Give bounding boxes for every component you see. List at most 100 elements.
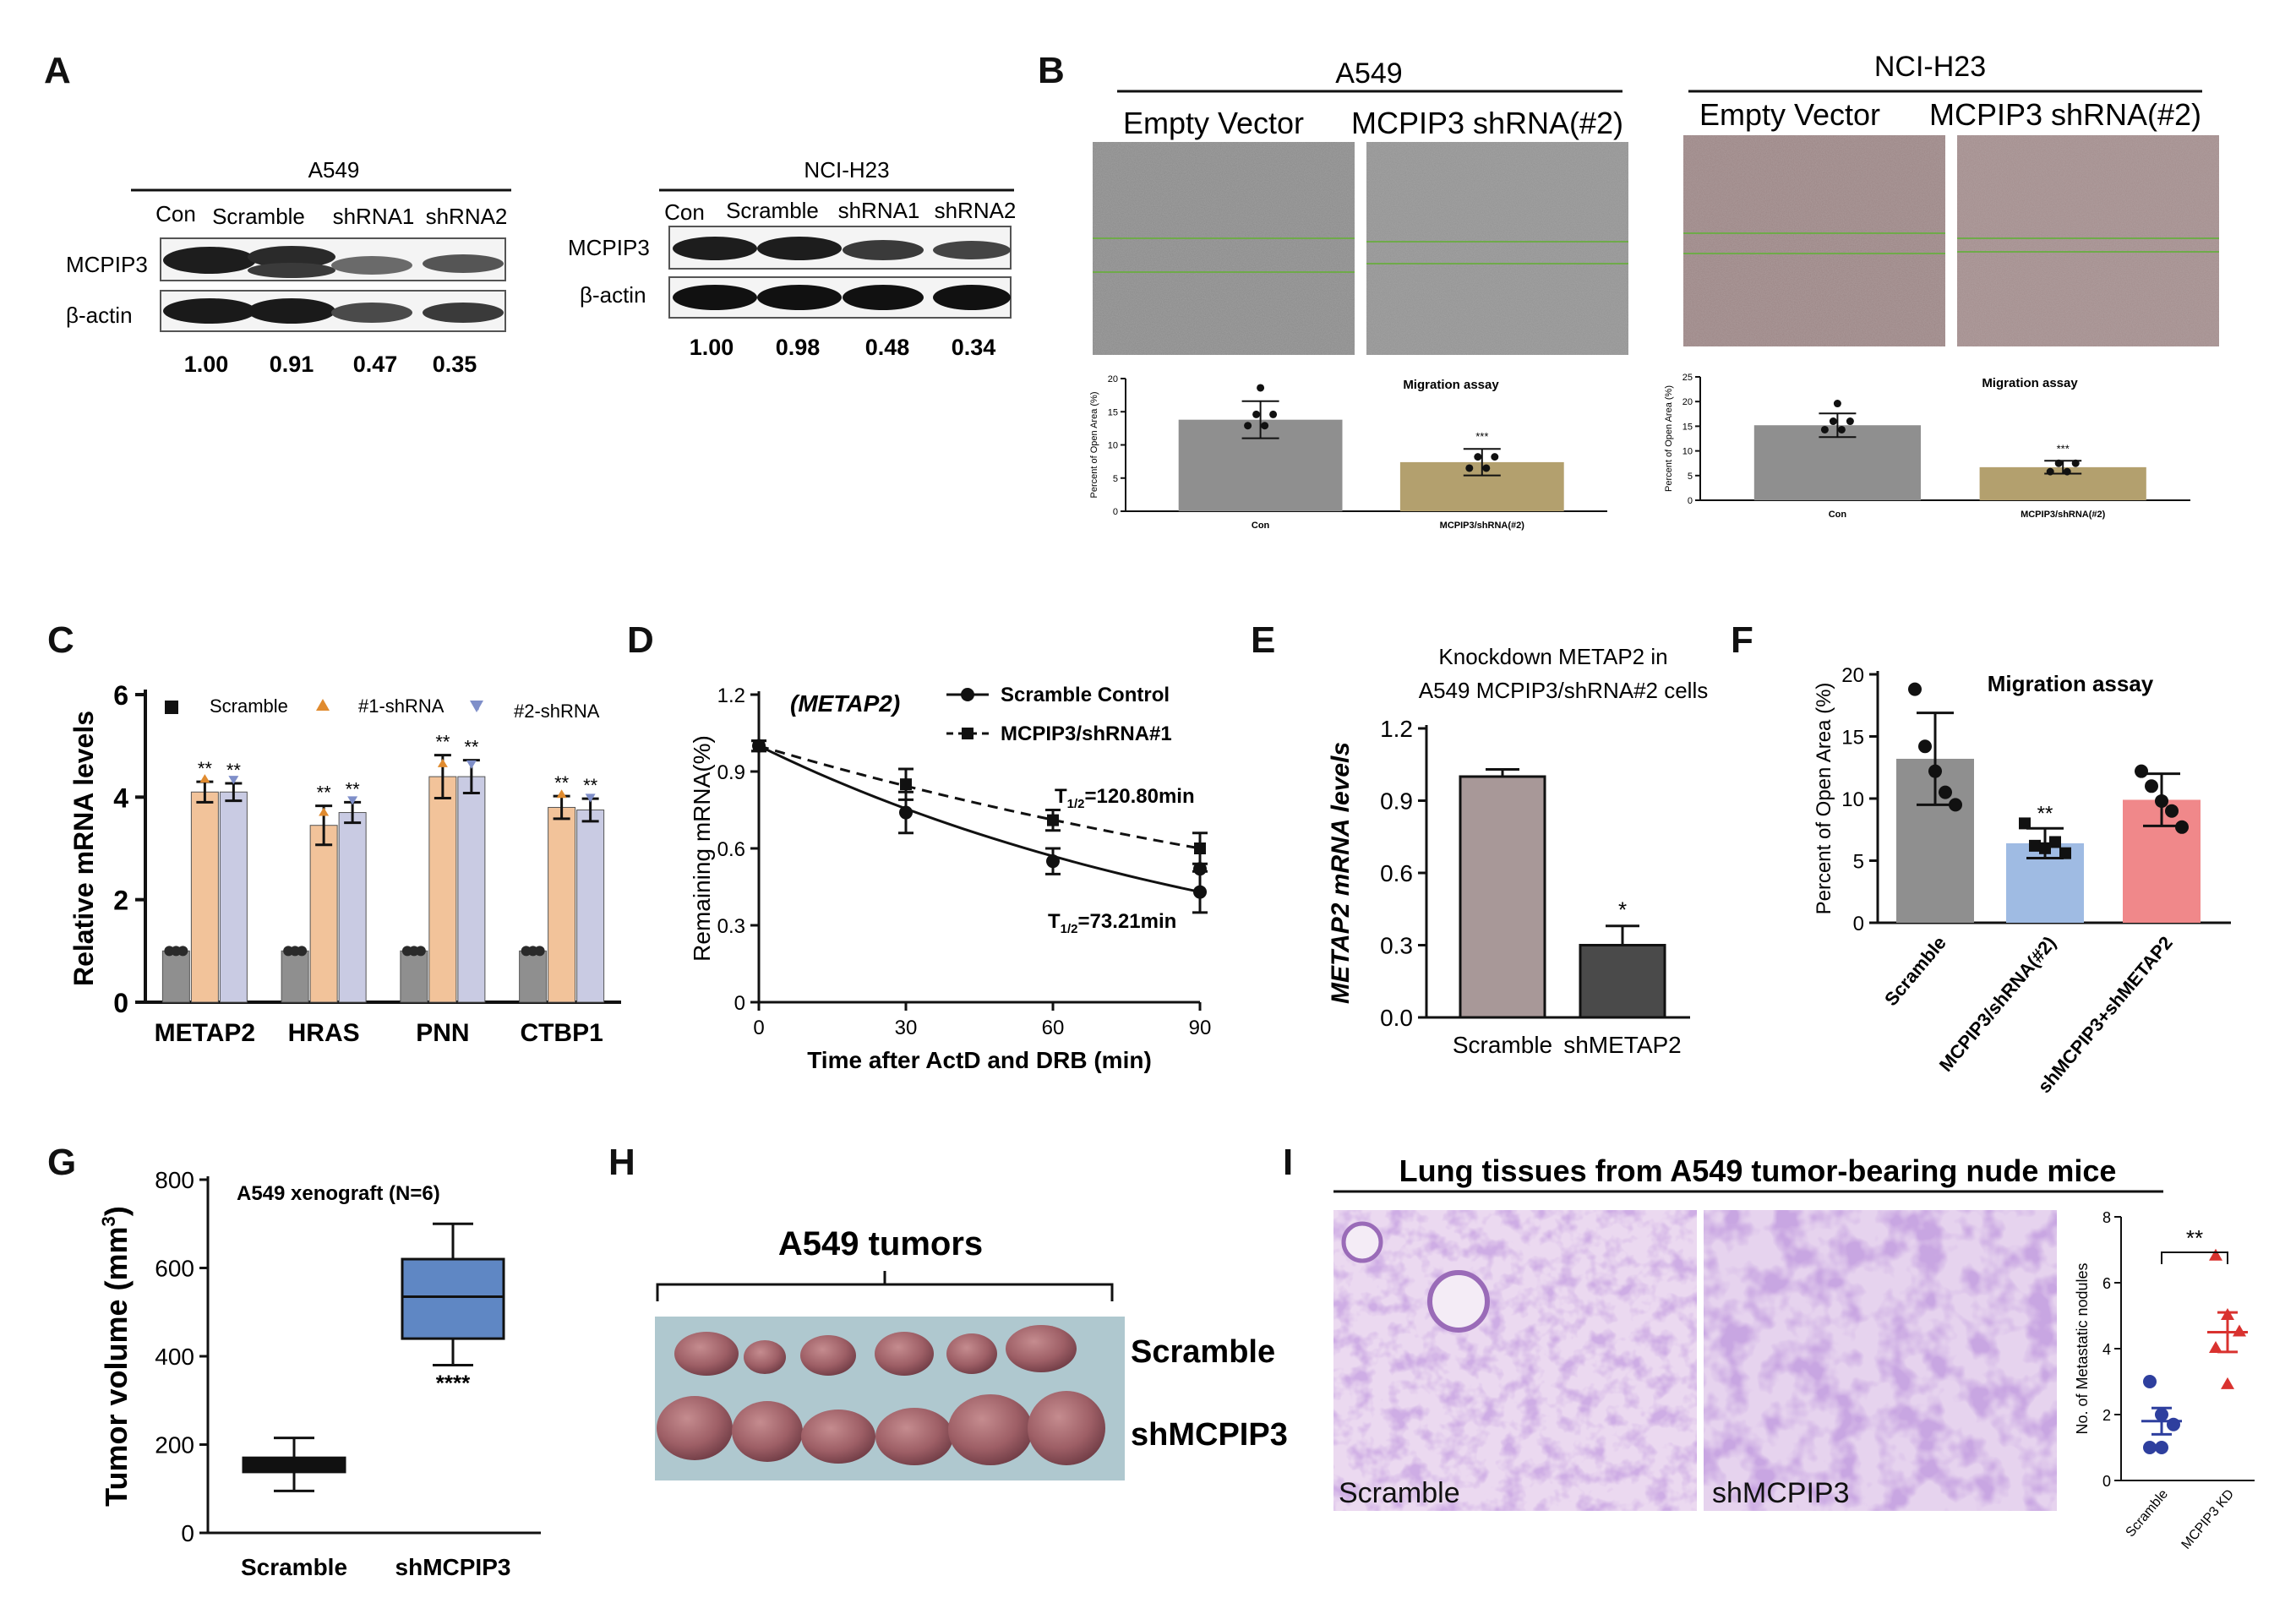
blot2-lane-label: Con bbox=[664, 199, 705, 225]
data-point bbox=[2029, 839, 2041, 852]
b-right-scratch-image-empty-vector bbox=[1683, 135, 1945, 346]
data-point bbox=[1908, 682, 1922, 696]
bar bbox=[457, 776, 486, 1003]
blot1-values: 1.00 0.91 0.47 0.35 bbox=[184, 352, 477, 377]
data-point-shrna bbox=[1047, 814, 1059, 826]
y-tick-label: 25 bbox=[1682, 373, 1693, 383]
x-tick-label: MCPIP3/shRNA(#2) bbox=[2021, 510, 2106, 520]
y-axis-label: Remaining mRNA(%) bbox=[689, 735, 715, 962]
panel-letter-g: G bbox=[47, 1142, 76, 1183]
data-point bbox=[1846, 417, 1854, 426]
b-right-migration-chart: 0 5 10 15 20 25 Percent of Open Area (%) Migrat… bbox=[1664, 373, 2190, 520]
data-point bbox=[2167, 1417, 2180, 1431]
data-point bbox=[1482, 464, 1491, 472]
blot2-lane-labels: Con Scramble shRNA1 shRNA2 bbox=[664, 198, 1016, 225]
y-tick-label: 0.9 bbox=[717, 761, 745, 784]
panel-c-chart: 0 2 4 6 Relative mRNA levels ** ** METAP2 ** ** HR… bbox=[68, 680, 621, 1047]
blot2-lane-label: shRNA1 bbox=[838, 198, 920, 223]
y-tick-label: 200 bbox=[155, 1432, 194, 1459]
data-point bbox=[1257, 384, 1265, 392]
blot1-lane-label: Con bbox=[155, 201, 196, 226]
blot1-lane-labels: Con Scramble shRNA1 shRNA2 bbox=[155, 201, 507, 229]
blot2-row-label: MCPIP3 bbox=[568, 235, 650, 260]
significance-label: * bbox=[1618, 897, 1627, 923]
data-point bbox=[1928, 764, 1942, 778]
x-axis-label: Time after ActD and DRB (min) bbox=[807, 1047, 1152, 1073]
x-tick-label: 60 bbox=[1042, 1017, 1065, 1039]
y-tick-label: 0.9 bbox=[1380, 788, 1413, 815]
x-tick-label: 90 bbox=[1189, 1017, 1212, 1039]
data-point bbox=[1474, 453, 1482, 461]
h-row-label: Scramble bbox=[1131, 1334, 1275, 1370]
b-right-scratch-image-shrna bbox=[1957, 135, 2219, 346]
bar bbox=[1579, 944, 1666, 1019]
bar bbox=[548, 806, 576, 1003]
blot1-lane-label: shRNA1 bbox=[333, 204, 415, 229]
legend-swatch bbox=[470, 701, 483, 712]
data-point bbox=[347, 796, 358, 805]
data-point-scramble bbox=[899, 805, 913, 820]
y-tick-label: 6 bbox=[113, 680, 128, 711]
x-tick-label: Scramble bbox=[241, 1554, 347, 1580]
data-point bbox=[2019, 817, 2031, 830]
data-point bbox=[2059, 847, 2071, 859]
data-point bbox=[199, 774, 210, 783]
data-point bbox=[2175, 820, 2189, 834]
y-tick-label: 15 bbox=[1108, 407, 1118, 417]
x-tick-label: Con bbox=[1829, 510, 1847, 520]
legend-label: #1-shRNA bbox=[358, 695, 444, 717]
panel-letter-h: H bbox=[608, 1142, 635, 1183]
data-point bbox=[2145, 779, 2158, 793]
y-tick-label: 800 bbox=[155, 1167, 194, 1193]
bar bbox=[309, 825, 338, 1003]
y-axis-label: No. of Metastatic nodules bbox=[2074, 1262, 2091, 1434]
h-tumor-photo bbox=[655, 1317, 1125, 1480]
x-tick-label: MCPIP3/shRNA(#2) bbox=[1440, 521, 1525, 531]
y-tick-label: 20 bbox=[1682, 397, 1693, 407]
x-tick-label: shMETAP2 bbox=[1563, 1032, 1682, 1058]
panel-i: Lung tissues from A549 tumor-bearing nud… bbox=[1333, 1153, 2255, 1552]
blot2-value: 1.00 bbox=[690, 335, 734, 360]
data-point bbox=[1829, 417, 1837, 426]
y-tick-label: 1.2 bbox=[1380, 716, 1413, 742]
blot1-row-label: β-actin bbox=[66, 303, 133, 328]
data-point bbox=[2165, 804, 2179, 818]
chart-title: (METAP2) bbox=[790, 690, 900, 717]
b-left-col-label: MCPIP3 shRNA(#2) bbox=[1351, 106, 1623, 140]
x-tick-label: PNN bbox=[416, 1019, 469, 1047]
blot1-value: 0.91 bbox=[270, 352, 314, 377]
data-point-shrna bbox=[753, 739, 765, 752]
x-tick-label: 30 bbox=[895, 1017, 918, 1039]
panel-letter-d: D bbox=[627, 619, 654, 661]
blot2-lane-label: Scramble bbox=[726, 198, 819, 223]
h-bracket bbox=[656, 1271, 1114, 1301]
data-point bbox=[2071, 459, 2080, 467]
y-axis-label: Percent of Open Area (%) bbox=[1813, 683, 1835, 915]
significance-label: ** bbox=[435, 732, 450, 753]
y-tick-label: 0.3 bbox=[1380, 933, 1413, 959]
y-tick-label: 0 bbox=[1853, 913, 1864, 935]
data-point bbox=[2221, 1377, 2234, 1389]
y-axis-label: Tumor volume (mm3) bbox=[98, 1206, 134, 1507]
data-point bbox=[1820, 425, 1829, 433]
h-title: A549 tumors bbox=[778, 1225, 983, 1262]
data-point bbox=[228, 776, 239, 785]
data-point bbox=[1833, 400, 1841, 408]
significance-label: ** bbox=[198, 758, 213, 779]
panel-letter-c: C bbox=[47, 619, 74, 661]
data-point bbox=[466, 760, 477, 769]
bar bbox=[161, 950, 190, 1003]
y-tick-label: 10 bbox=[1682, 447, 1693, 457]
blot1-cell-line: A549 bbox=[308, 157, 360, 183]
b-right-cell-line: NCI-H23 bbox=[1874, 51, 1986, 83]
panel-letter-e: E bbox=[1251, 619, 1275, 661]
y-tick-label: 8 bbox=[2102, 1209, 2111, 1226]
blot2-value: 0.48 bbox=[865, 335, 910, 360]
bar bbox=[576, 810, 605, 1003]
panel-h: A549 tumors Scramble shMCPIP3 bbox=[655, 1225, 1288, 1480]
data-point bbox=[2143, 1441, 2157, 1454]
data-point bbox=[2209, 1248, 2222, 1261]
bar bbox=[519, 950, 548, 1003]
bar bbox=[338, 812, 367, 1003]
x-tick-label: Scramble bbox=[2124, 1487, 2172, 1540]
